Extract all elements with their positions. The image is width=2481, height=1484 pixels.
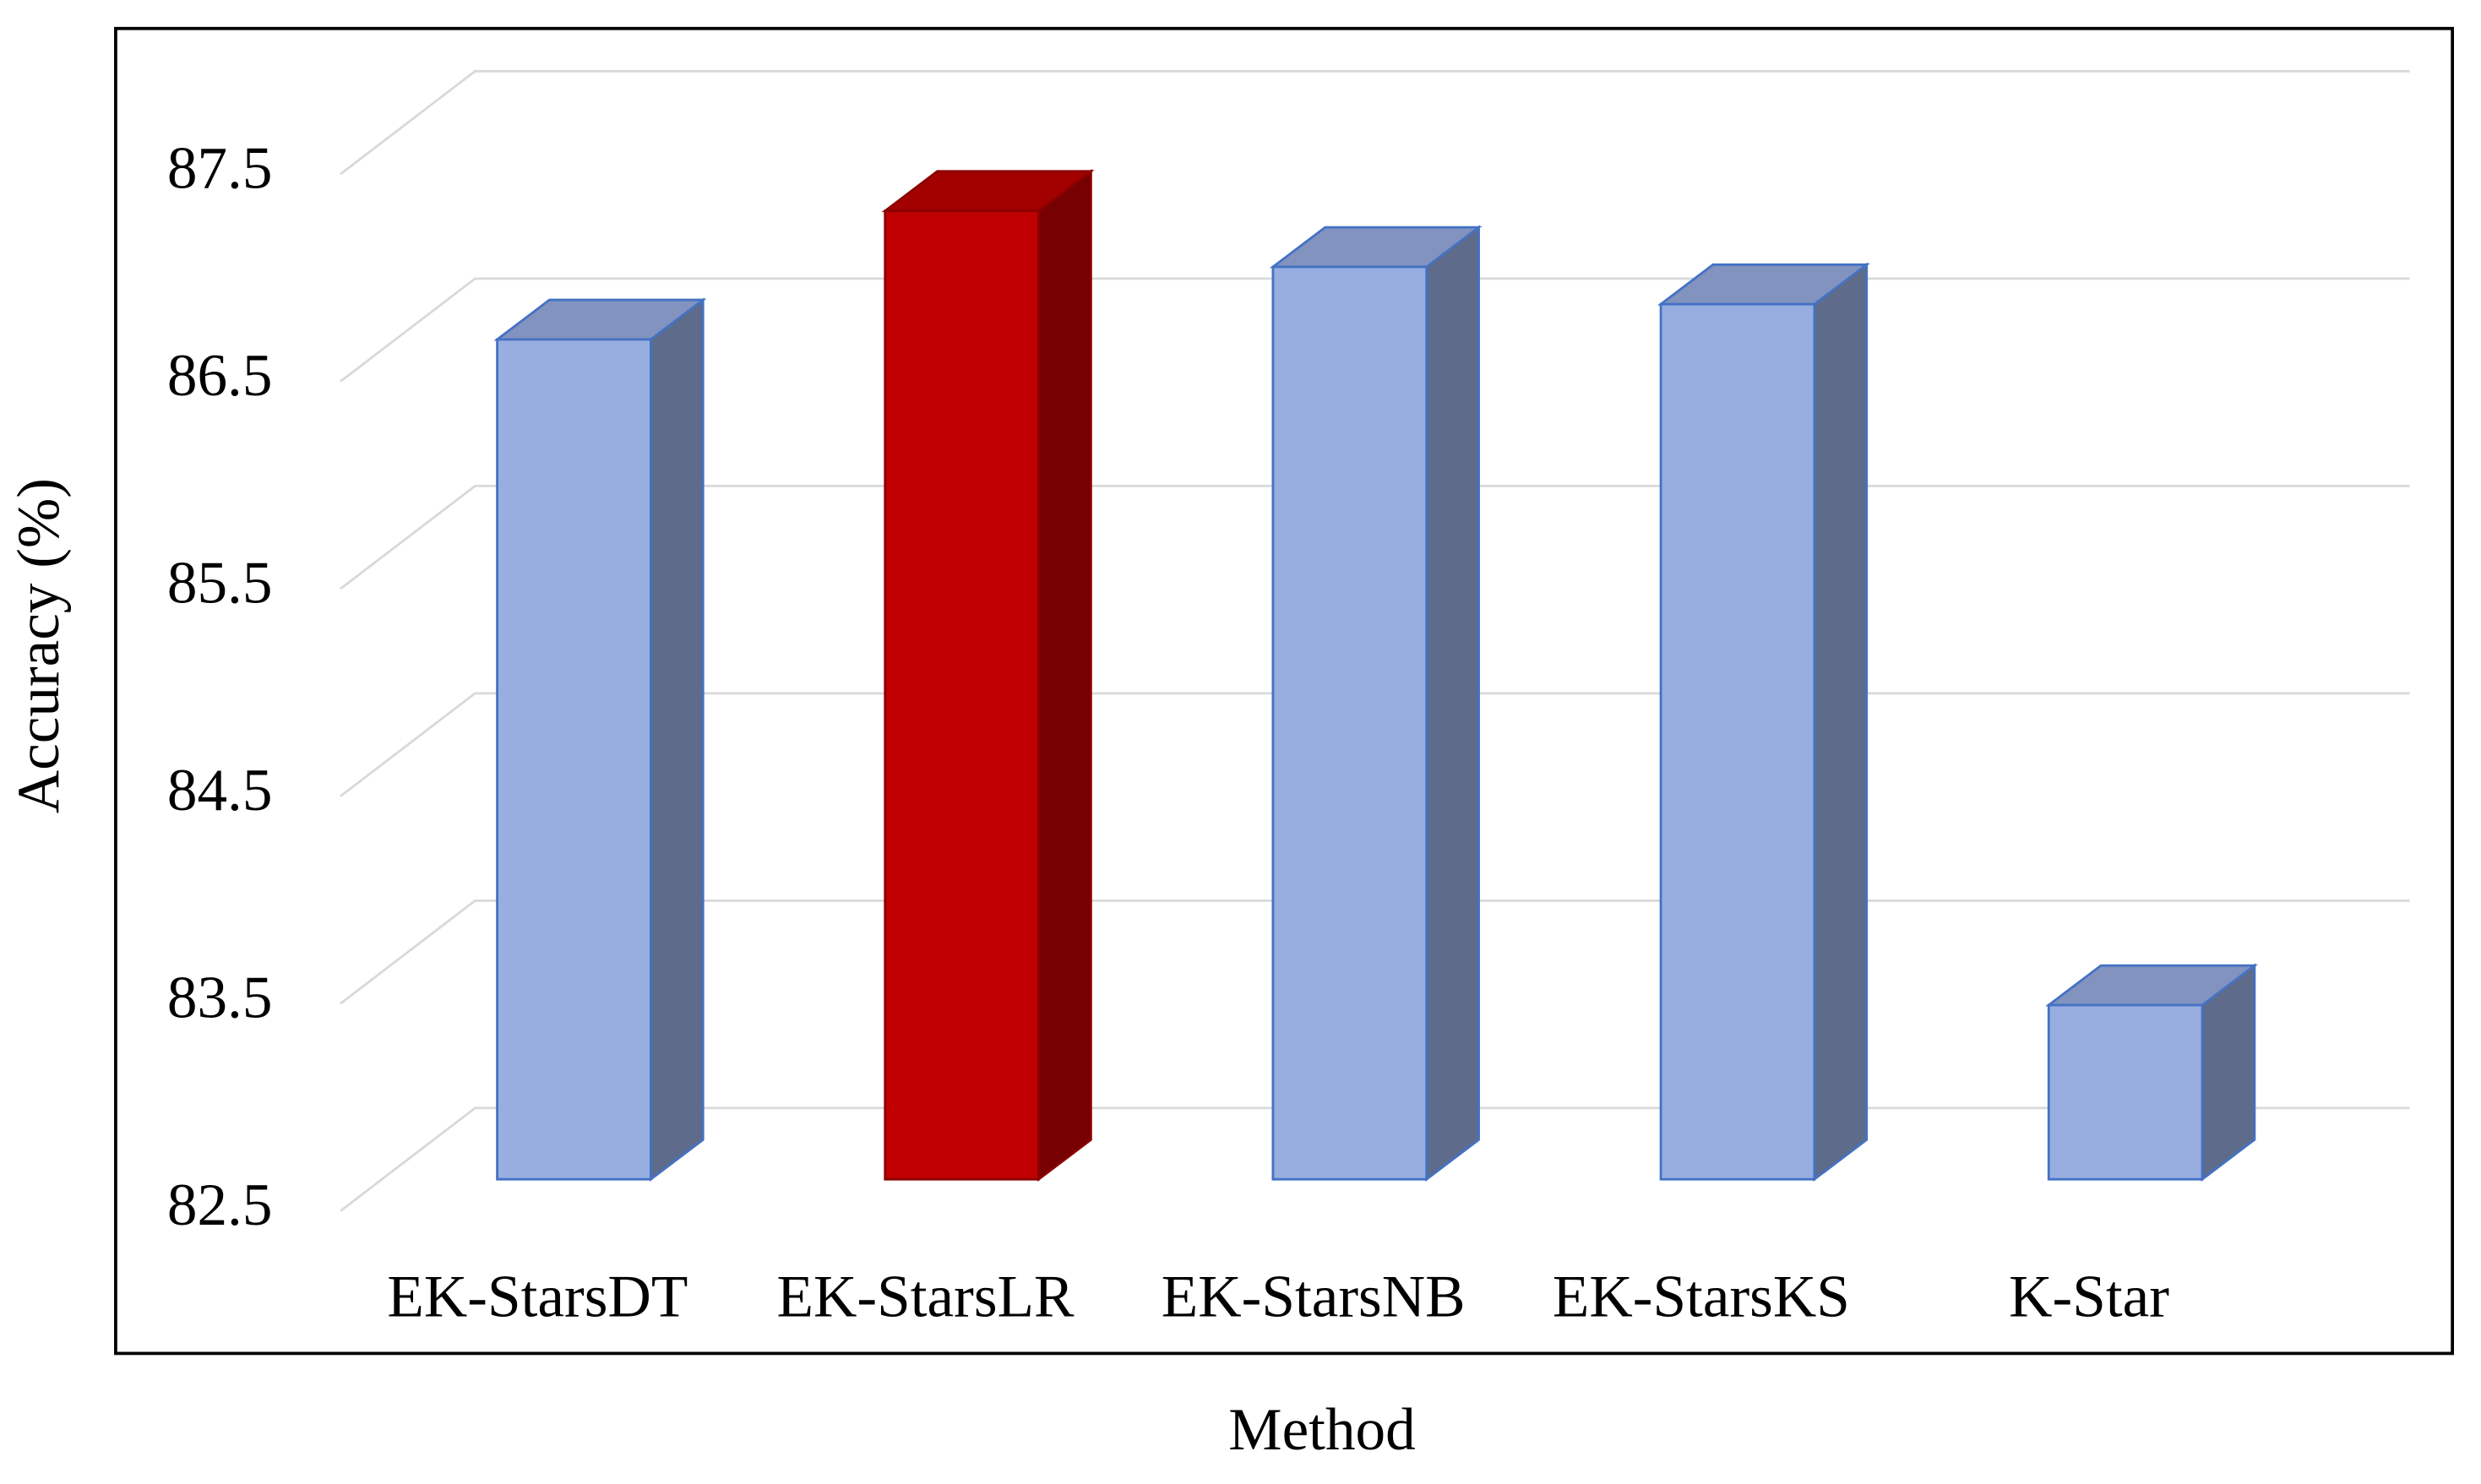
y-tick-label: 86.5 <box>167 343 273 409</box>
x-tick-label: EK-StarsKS <box>1553 1264 1850 1330</box>
bar-side <box>1425 225 1480 1182</box>
y-tick-label: 87.5 <box>167 135 273 201</box>
x-tick-label: EK-StarsNB <box>1162 1264 1466 1330</box>
y-tick-label: 83.5 <box>167 965 273 1031</box>
x-tick-label: EK-StarsLR <box>777 1264 1075 1330</box>
y-tick-label: 84.5 <box>167 758 273 824</box>
bar-side <box>1037 169 1092 1182</box>
y-tick-label: 85.5 <box>167 551 273 617</box>
y-tick-label: 82.5 <box>167 1172 273 1238</box>
bar <box>2047 1003 2204 1181</box>
grid-line <box>340 69 2410 176</box>
y-axis-title: Accuracy (%) <box>6 478 72 813</box>
bar-side <box>649 297 705 1182</box>
bar <box>1659 302 1816 1181</box>
x-axis-title: Method <box>1228 1397 1416 1463</box>
bar <box>884 209 1040 1181</box>
x-tick-label: EK-StarsDT <box>387 1264 688 1330</box>
bar <box>1271 265 1428 1181</box>
bar <box>496 338 652 1181</box>
bar-side <box>1813 262 1869 1182</box>
x-tick-label: K-Star <box>2009 1264 2169 1330</box>
